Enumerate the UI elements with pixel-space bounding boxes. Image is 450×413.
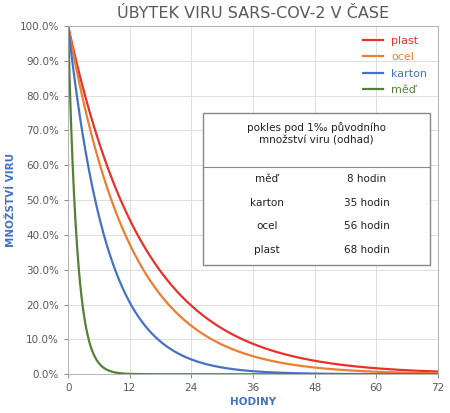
X-axis label: HODINY: HODINY [230, 397, 276, 408]
ocel [424, 370, 430, 375]
měď [235, 372, 241, 377]
ocel [356, 368, 362, 373]
Text: 56 hodin: 56 hodin [344, 221, 390, 231]
karton [424, 372, 430, 377]
Text: 35 hodin: 35 hodin [344, 198, 390, 208]
plast [424, 369, 430, 374]
Text: pokles pod 1‰ původního
množství viru (odhad): pokles pod 1‰ původního množství viru (o… [247, 122, 386, 146]
měď [356, 372, 362, 377]
měď [65, 24, 71, 28]
karton [84, 157, 90, 162]
ocel [435, 371, 441, 376]
ocel [65, 24, 71, 28]
plast [356, 364, 362, 369]
Line: ocel: ocel [68, 26, 438, 373]
Y-axis label: MNOŽSTVÍ VIRU: MNOŽSTVÍ VIRU [5, 153, 16, 247]
Title: ÚBYTEK VIRU SARS-COV-2 V ČASE: ÚBYTEK VIRU SARS-COV-2 V ČASE [117, 5, 389, 21]
Legend: plast, ocel, karton, měď: plast, ocel, karton, měď [358, 32, 432, 99]
karton [424, 372, 430, 377]
plast [235, 335, 241, 340]
FancyBboxPatch shape [203, 113, 431, 264]
Text: ocel: ocel [256, 221, 278, 231]
plast [245, 339, 251, 344]
měď [435, 372, 441, 377]
ocel [84, 114, 90, 119]
Text: plast: plast [254, 245, 279, 255]
Text: měď: měď [255, 174, 278, 184]
měď [424, 372, 430, 377]
plast [84, 100, 90, 105]
karton [356, 372, 362, 377]
plast [65, 24, 71, 28]
plast [424, 369, 430, 374]
karton [245, 368, 251, 373]
měď [424, 372, 430, 377]
Text: karton: karton [250, 198, 284, 208]
měď [245, 372, 251, 377]
karton [65, 24, 71, 28]
Line: karton: karton [68, 26, 438, 374]
plast [435, 369, 441, 374]
Line: plast: plast [68, 26, 438, 372]
ocel [235, 349, 241, 354]
karton [235, 367, 241, 372]
ocel [424, 370, 430, 375]
Text: 8 hodin: 8 hodin [347, 174, 387, 184]
karton [435, 372, 441, 377]
ocel [245, 352, 251, 357]
Line: měď: měď [68, 26, 438, 374]
měď [84, 330, 90, 335]
Text: 68 hodin: 68 hodin [344, 245, 390, 255]
